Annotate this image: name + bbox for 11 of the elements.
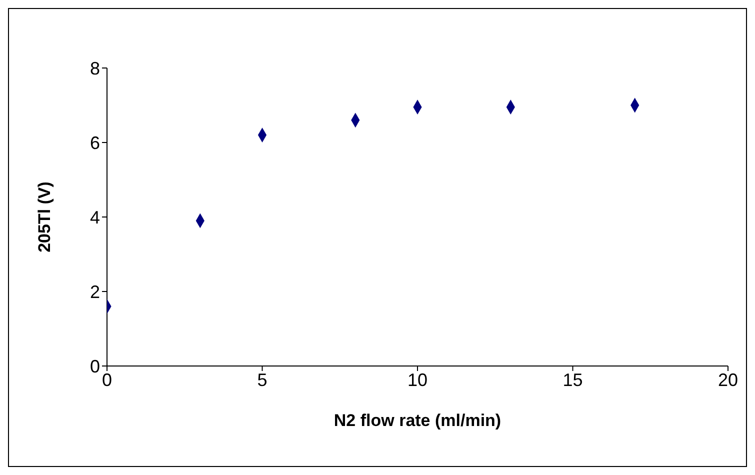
x-axis-title: N2 flow rate (ml/min) bbox=[334, 411, 502, 430]
x-tick-label: 10 bbox=[407, 370, 428, 390]
y-tick-label: 6 bbox=[90, 132, 100, 153]
y-tick-label: 2 bbox=[90, 282, 100, 302]
y-tick-label: 4 bbox=[90, 207, 100, 228]
x-tick-label: 20 bbox=[718, 370, 738, 390]
y-axis-title: 205Tl (V) bbox=[35, 182, 54, 252]
y-tick-label: 0 bbox=[90, 356, 100, 376]
x-tick-label: 15 bbox=[562, 370, 583, 390]
x-tick-label: 5 bbox=[257, 370, 268, 390]
y-tick-label: 8 bbox=[90, 58, 100, 78]
